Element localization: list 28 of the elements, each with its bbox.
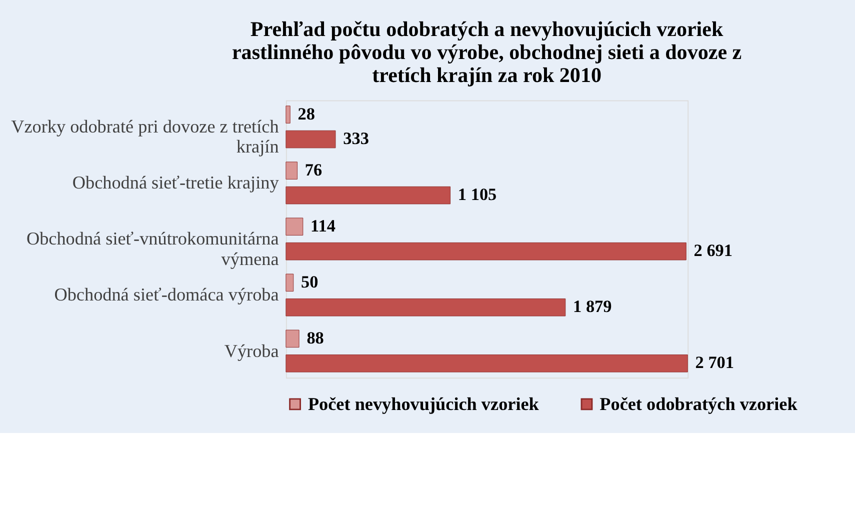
data-label: 28 [298,104,316,124]
y-tick-label: Vzorky odobraté pri dovoze z tretích krajín [11,116,279,157]
y-tick-label: Obchodná sieť-tretie krajiny [72,172,279,193]
data-label: 88 [306,328,324,348]
legend-label: Počet odobratých vzoriek [600,394,798,414]
data-label: 2 691 [694,241,733,260]
bar [286,242,686,260]
bar [286,330,300,348]
bar [286,274,294,292]
data-label: 114 [310,216,336,236]
bar [286,130,336,148]
bar [286,106,290,124]
chart-title: Prehľad počtu odobratých a nevyhovujúcich vzoriek rastlinného pôvodu vo výrobe, obchodnej sieti a dovoze z tretích krajín za rok 2010 [232,17,742,88]
bar [286,354,688,372]
legend-label: Počet nevyhovujúcich vzoriek [308,394,540,414]
bar [286,162,298,180]
data-label: 2 701 [695,353,734,372]
data-label: 50 [301,272,318,292]
y-tick-label: Obchodná sieť-domáca výroba [54,284,279,305]
data-label: 76 [304,160,323,180]
data-label: 333 [343,129,370,148]
y-tick-label: Výroba [224,340,279,361]
bar [286,218,304,236]
data-label: 1 879 [573,297,612,316]
y-tick-label: Obchodná sieť-vnútrokomunitárna výmena [26,228,279,269]
data-label: 1 105 [458,185,497,204]
bar [286,298,566,316]
bar [286,186,451,204]
